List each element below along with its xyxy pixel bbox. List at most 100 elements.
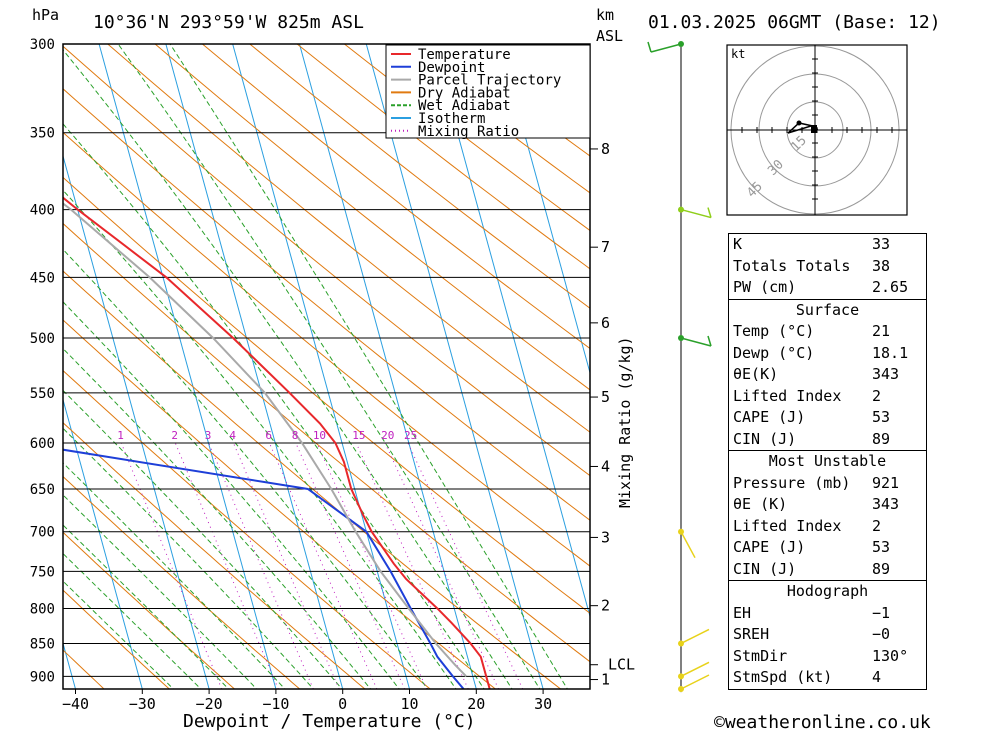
- dry-adiabat-line: [63, 319, 496, 689]
- index-row: CAPE (J) 53: [729, 537, 926, 559]
- x-tick-label: 30: [534, 695, 552, 713]
- index-row: θE (K) 343: [729, 494, 926, 516]
- wet-adiabat-line: [63, 248, 429, 689]
- index-value: 33: [872, 235, 891, 253]
- legend-entry: Parcel Trajectory: [418, 73, 561, 89]
- wind-barb: [680, 207, 712, 219]
- index-row: Lifted Index 2: [729, 516, 926, 538]
- isotherm-line: [232, 44, 410, 689]
- dry-adiabat-line: [63, 270, 561, 689]
- mixing-ratio-label: 3: [205, 429, 212, 442]
- index-value: 38: [872, 256, 891, 275]
- mixing-ratio-line: [384, 442, 500, 689]
- dry-adiabat-line: [63, 589, 170, 689]
- mixing-ratio-label: 2: [171, 429, 178, 442]
- index-row: PW (cm) 2.65: [729, 277, 926, 299]
- index-label: StmDir: [733, 646, 788, 665]
- wet-adiabat-line: [117, 44, 541, 689]
- km-tick-label: 3: [601, 528, 610, 546]
- index-label: EH: [733, 603, 752, 622]
- isotherm-line: [0, 44, 9, 689]
- pressure-tick-label: 700: [30, 525, 55, 541]
- index-row: CIN (J) 89: [729, 559, 926, 581]
- x-tick-label: −10: [262, 695, 289, 713]
- dry-adiabat-line: [296, 44, 590, 270]
- index-value: 18.1: [872, 343, 909, 362]
- pressure-tick-label: 650: [30, 482, 55, 498]
- index-label: CIN (J): [733, 429, 797, 448]
- index-label: SREH: [733, 625, 770, 643]
- dry-adiabat-line: [344, 44, 590, 232]
- index-row: θE(K) 343: [729, 364, 926, 386]
- lcl-label: LCL: [608, 656, 635, 674]
- dry-adiabat-line: [63, 222, 590, 663]
- wet-adiabat-line: [63, 123, 485, 689]
- mixing-ratio-label: 4: [229, 429, 236, 442]
- indices-box: K 33 Totals Totals 38 PW (cm) 2.65: [728, 233, 927, 300]
- dry-adiabat-line: [63, 475, 301, 689]
- dry-adiabat-line: [63, 176, 590, 614]
- index-value: −0: [872, 625, 891, 643]
- indices-panel: K 33 Totals Totals 38 PW (cm) 2.65 Surface Te…: [728, 233, 927, 690]
- axes: 1 2 3 4 6 8 10 15 20 2530035040045050055060065070…: [30, 37, 635, 713]
- index-row: EH −1: [729, 603, 926, 625]
- mixing-ratio-label: 15: [352, 429, 365, 442]
- x-tick-label: 0: [338, 695, 347, 713]
- wet-adiabat-line: [63, 389, 343, 689]
- pressure-tick-label: 600: [30, 436, 55, 452]
- km-tick-label: 1: [601, 671, 610, 689]
- mixing-ratio-label: 25: [404, 429, 417, 442]
- pressure-tick-label: 850: [30, 636, 55, 652]
- mixing-ratio-label: 6: [265, 429, 272, 442]
- wind-barb: [680, 335, 712, 347]
- index-value: 53: [872, 408, 891, 426]
- index-label: Temp (°C): [733, 322, 815, 340]
- wet-adiabat-line: [63, 552, 202, 689]
- pressure-tick-label: 550: [30, 386, 55, 402]
- dry-adiabat-line: [63, 369, 431, 689]
- index-row: StmDir 130°: [729, 646, 926, 668]
- storm-motion-marker: [811, 125, 817, 133]
- dry-adiabat-line: [63, 422, 366, 689]
- index-value: 4: [872, 668, 882, 686]
- isotherm-line: [63, 397, 143, 689]
- index-value: 2.65: [872, 278, 909, 296]
- wind-barb: [680, 628, 710, 645]
- index-label: Dewp (°C): [733, 343, 815, 362]
- km-tick-label: 5: [601, 388, 610, 406]
- index-value: 343: [872, 365, 900, 383]
- index-row: CIN (J) 89: [729, 429, 926, 451]
- index-value: 21: [872, 322, 891, 340]
- isotherm-line: [63, 154, 210, 689]
- surface-title: Surface: [795, 300, 860, 319]
- index-row: Totals Totals 38: [729, 256, 926, 278]
- mixing-ratio-line: [407, 442, 524, 689]
- x-tick-label: −40: [62, 695, 89, 713]
- mixing-ratio-line: [295, 442, 406, 689]
- dry-adiabat-lines: [63, 44, 590, 689]
- index-row: Dewp (°C) 18.1: [729, 343, 926, 365]
- isotherm-line: [98, 44, 277, 689]
- isotherm-line: [365, 44, 544, 689]
- isotherm-lines: [0, 44, 590, 689]
- hodograph-unit: kt: [731, 47, 745, 61]
- mixing-ratio-line: [316, 442, 428, 689]
- x-tick-label: 10: [400, 695, 418, 713]
- plot-frame: [62, 43, 591, 690]
- dry-adiabat-line: [63, 131, 590, 567]
- km-tick-label: 2: [601, 597, 610, 615]
- most-unstable-box: Most Unstable Pressure (mb) 921 θE (K) 343 L…: [728, 451, 927, 581]
- location-title: 10°36'N 293°59'W 825m ASL: [93, 12, 364, 33]
- dry-adiabat-line: [63, 88, 590, 521]
- wind-barb: [647, 41, 682, 53]
- wind-barb: [680, 674, 710, 690]
- hodograph-point: [796, 120, 802, 126]
- legend-entry: Isotherm: [418, 111, 485, 127]
- wind-barb: [680, 531, 696, 559]
- index-row: SREH −0: [729, 624, 926, 646]
- hodograph-box: Hodograph EH −1 SREH −0 StmDir 130° StmSpd (kt…: [728, 581, 927, 690]
- wet-adiabat-line: [63, 301, 400, 689]
- wet-adiabat-line: [63, 189, 457, 689]
- index-value: 921: [872, 473, 900, 492]
- legend-entry: Dewpoint: [418, 60, 485, 76]
